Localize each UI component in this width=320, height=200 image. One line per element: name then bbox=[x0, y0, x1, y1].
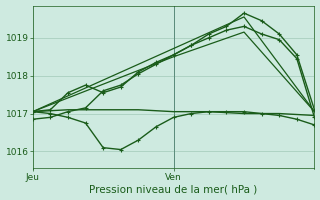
X-axis label: Pression niveau de la mer( hPa ): Pression niveau de la mer( hPa ) bbox=[90, 184, 258, 194]
